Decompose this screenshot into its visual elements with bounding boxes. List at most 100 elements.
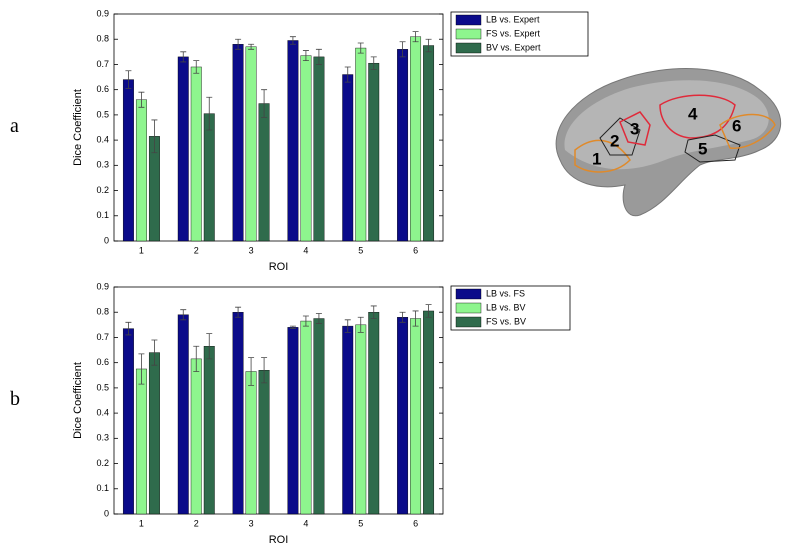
bar [287, 327, 299, 515]
legend-label: LB vs. FS [486, 288, 525, 298]
axes-box [113, 13, 444, 242]
bar [122, 79, 134, 242]
error-bar [193, 60, 200, 74]
legend-swatch [455, 42, 482, 54]
error-bar [289, 36, 296, 45]
bar [313, 56, 325, 242]
bar [177, 314, 189, 515]
error-bar [412, 31, 419, 43]
error-bar [315, 48, 322, 65]
panel-label: a [10, 115, 19, 137]
error-bar [289, 325, 296, 330]
x-tick-label: 3 [249, 245, 254, 255]
bar [368, 312, 380, 515]
error-bar [235, 306, 242, 318]
error-bar [206, 96, 213, 131]
legend-swatch [455, 14, 482, 26]
bar [313, 318, 325, 515]
error-bar [248, 43, 255, 50]
bar [258, 103, 270, 242]
bar [342, 74, 354, 242]
x-tick-label: 5 [358, 518, 363, 528]
bar [232, 44, 244, 242]
y-tick-label: 0.1 [96, 483, 109, 493]
x-axis-label: ROI [269, 261, 289, 273]
legend-label: LB vs. BV [486, 302, 526, 312]
y-tick-label: 0.5 [96, 382, 109, 392]
y-tick-label: 0.4 [96, 134, 109, 144]
legend-swatch [455, 302, 482, 314]
bar [203, 346, 215, 515]
bar [410, 318, 422, 515]
y-tick-label: 0.5 [96, 109, 109, 119]
error-bar [125, 70, 132, 89]
error-bar [399, 311, 406, 323]
error-bar [248, 357, 255, 386]
error-bar [206, 333, 213, 360]
brain-label: 4 [688, 104, 698, 123]
y-axis-label: Dice Coefficient [72, 362, 84, 439]
bar [203, 113, 215, 242]
bar [300, 320, 312, 515]
error-bar [261, 89, 268, 118]
bar [423, 310, 435, 515]
y-tick-label: 0 [104, 508, 109, 518]
y-tick-label: 0.9 [96, 281, 109, 291]
error-bar [302, 315, 309, 327]
y-tick-label: 0.8 [96, 307, 109, 317]
legend-swatch [455, 28, 482, 40]
bar [287, 40, 299, 242]
error-bar [151, 339, 158, 366]
y-axis-label: Dice Coefficient [72, 89, 84, 166]
y-tick-label: 0.8 [96, 34, 109, 44]
bar [410, 36, 422, 242]
y-tick-label: 0.4 [96, 407, 109, 417]
panel-label: b [10, 388, 20, 410]
error-bar [315, 313, 322, 324]
error-bar [425, 38, 432, 53]
bar [135, 99, 147, 242]
error-bar [370, 56, 377, 70]
legend-label: FS vs. BV [486, 316, 526, 326]
bar [355, 324, 367, 515]
legend-label: FS vs. Expert [486, 28, 541, 38]
error-bar [370, 305, 377, 319]
brain-label: 6 [732, 116, 741, 135]
brain-label: 2 [610, 131, 619, 150]
bar [300, 55, 312, 242]
bar [258, 370, 270, 515]
bar [190, 66, 202, 242]
bar [177, 56, 189, 242]
error-bar [425, 304, 432, 318]
error-bar [138, 353, 145, 385]
y-tick-label: 0.3 [96, 160, 109, 170]
y-tick-label: 0 [104, 235, 109, 245]
x-tick-label: 4 [303, 245, 308, 255]
error-bar [180, 51, 187, 63]
bar [122, 328, 134, 515]
y-tick-label: 0.7 [96, 59, 109, 69]
error-bar [302, 50, 309, 62]
legend-swatch [455, 288, 482, 300]
legend-label: LB vs. Expert [486, 14, 540, 24]
x-tick-label: 3 [249, 518, 254, 528]
y-tick-label: 0.9 [96, 8, 109, 18]
error-bar [235, 38, 242, 50]
error-bar [357, 42, 364, 54]
y-tick-label: 0.7 [96, 332, 109, 342]
bar [148, 352, 160, 515]
error-bar [399, 41, 406, 58]
x-tick-label: 6 [413, 245, 418, 255]
error-bar [261, 357, 268, 384]
bar [135, 368, 147, 515]
bar [342, 325, 354, 515]
bar [368, 62, 380, 242]
x-tick-label: 1 [139, 245, 144, 255]
brain-image: 1 2 3 4 5 6 [555, 68, 782, 217]
x-tick-label: 2 [194, 245, 199, 255]
error-bar [151, 119, 158, 154]
x-tick-label: 2 [194, 518, 199, 528]
bar [355, 47, 367, 242]
bar [397, 49, 409, 242]
